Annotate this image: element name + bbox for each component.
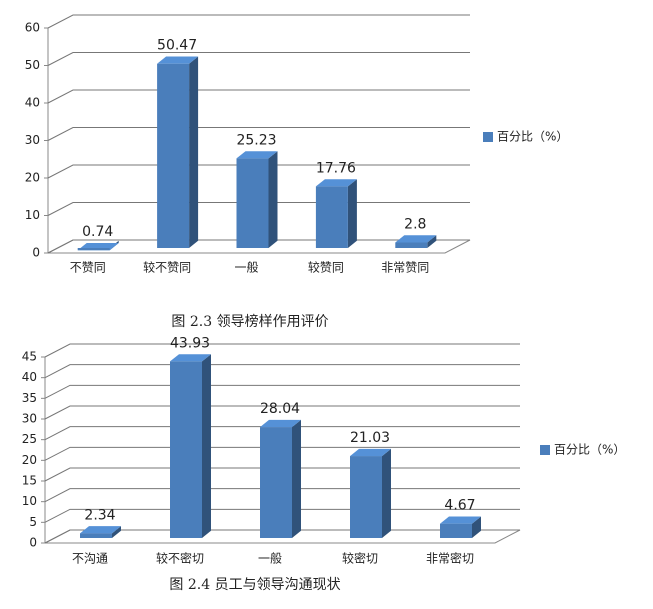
bar-top [80, 526, 121, 534]
value-label: 21.03 [350, 430, 390, 446]
value-label: 43.93 [170, 335, 210, 351]
bar-side [347, 179, 357, 248]
y-tick-label: 10 [25, 208, 40, 222]
chart-caption: 图 2.3 领导榜样作用评价 [171, 313, 328, 330]
y-tick-label: 25 [22, 432, 37, 446]
legend-label: 百分比（%） [497, 130, 568, 144]
grid-line [44, 446, 520, 461]
value-label: 50.47 [157, 38, 197, 54]
x-tick-label: 一般 [258, 551, 282, 566]
bar-side [382, 448, 391, 538]
value-label: 17.76 [316, 160, 356, 176]
bar-side [202, 354, 211, 538]
value-label: 2.34 [84, 507, 115, 523]
y-tick-label: 20 [22, 453, 37, 467]
value-label: 2.8 [404, 217, 426, 233]
grid-line [44, 384, 520, 399]
y-tick-label: 0 [29, 536, 37, 550]
value-label: 28.04 [260, 401, 300, 417]
bar-side [472, 516, 481, 538]
bar [77, 248, 110, 251]
y-tick-label: 15 [22, 474, 37, 488]
x-tick-label: 较赞同 [308, 260, 344, 275]
x-tick-label: 不赞同 [70, 261, 106, 275]
chart-caption: 图 2.4 员工与领导沟通现状 [169, 577, 340, 593]
y-tick-label: 5 [29, 515, 37, 529]
x-tick-label: 非常赞同 [381, 261, 429, 275]
bar [80, 533, 112, 538]
y-tick-label: 45 [22, 350, 37, 364]
value-label: 0.74 [82, 224, 113, 240]
legend-swatch [483, 132, 493, 142]
grid-line [47, 52, 470, 66]
y-tick-label: 0 [32, 246, 40, 260]
grid-line [44, 426, 520, 441]
y-tick-label: 30 [22, 412, 37, 426]
x-tick-label: 较不赞同 [143, 260, 191, 275]
y-tick-label: 40 [22, 370, 37, 384]
bar [350, 456, 382, 538]
bar-top [350, 448, 391, 457]
bar-top [440, 516, 481, 524]
bar [395, 242, 428, 248]
bar [260, 427, 292, 538]
value-label: 25.23 [236, 132, 276, 148]
bar-top [260, 419, 301, 428]
grid-line [47, 164, 470, 179]
bar-top [315, 179, 357, 187]
x-tick-label: 不沟通 [72, 552, 108, 566]
bar-top [236, 151, 278, 159]
grid-line [47, 14, 470, 29]
grid-line [47, 89, 470, 104]
bar-side [427, 235, 437, 248]
y-tick-label: 20 [25, 171, 40, 185]
x-tick-label: 一般 [234, 260, 258, 275]
y-tick-label: 60 [25, 21, 40, 35]
grid-line [44, 364, 520, 379]
bar-side [292, 419, 301, 538]
y-tick-label: 30 [25, 133, 40, 147]
bar [170, 361, 202, 538]
grid-line [44, 405, 520, 420]
bar-top [170, 354, 211, 362]
legend-label: 百分比（%） [554, 443, 625, 457]
grid-line [44, 343, 520, 358]
x-tick-label: 较密切 [342, 551, 378, 566]
bar-side [112, 526, 121, 538]
y-tick-label: 10 [22, 494, 37, 508]
y-tick-label: 40 [25, 96, 40, 110]
bar-side [268, 151, 278, 248]
bar [315, 186, 348, 248]
bar-top [157, 56, 199, 64]
y-tick-label: 35 [22, 391, 37, 405]
legend-swatch [540, 445, 550, 455]
bar [236, 158, 269, 248]
grid-line [47, 127, 470, 141]
x-tick-label: 较不密切 [156, 551, 204, 566]
x-tick-label: 非常密切 [426, 551, 474, 566]
bar [440, 523, 472, 538]
bar-top [395, 235, 437, 243]
value-label: 4.67 [444, 498, 475, 514]
bar [157, 63, 190, 248]
bar-side [189, 56, 199, 248]
y-tick-label: 50 [25, 58, 40, 72]
